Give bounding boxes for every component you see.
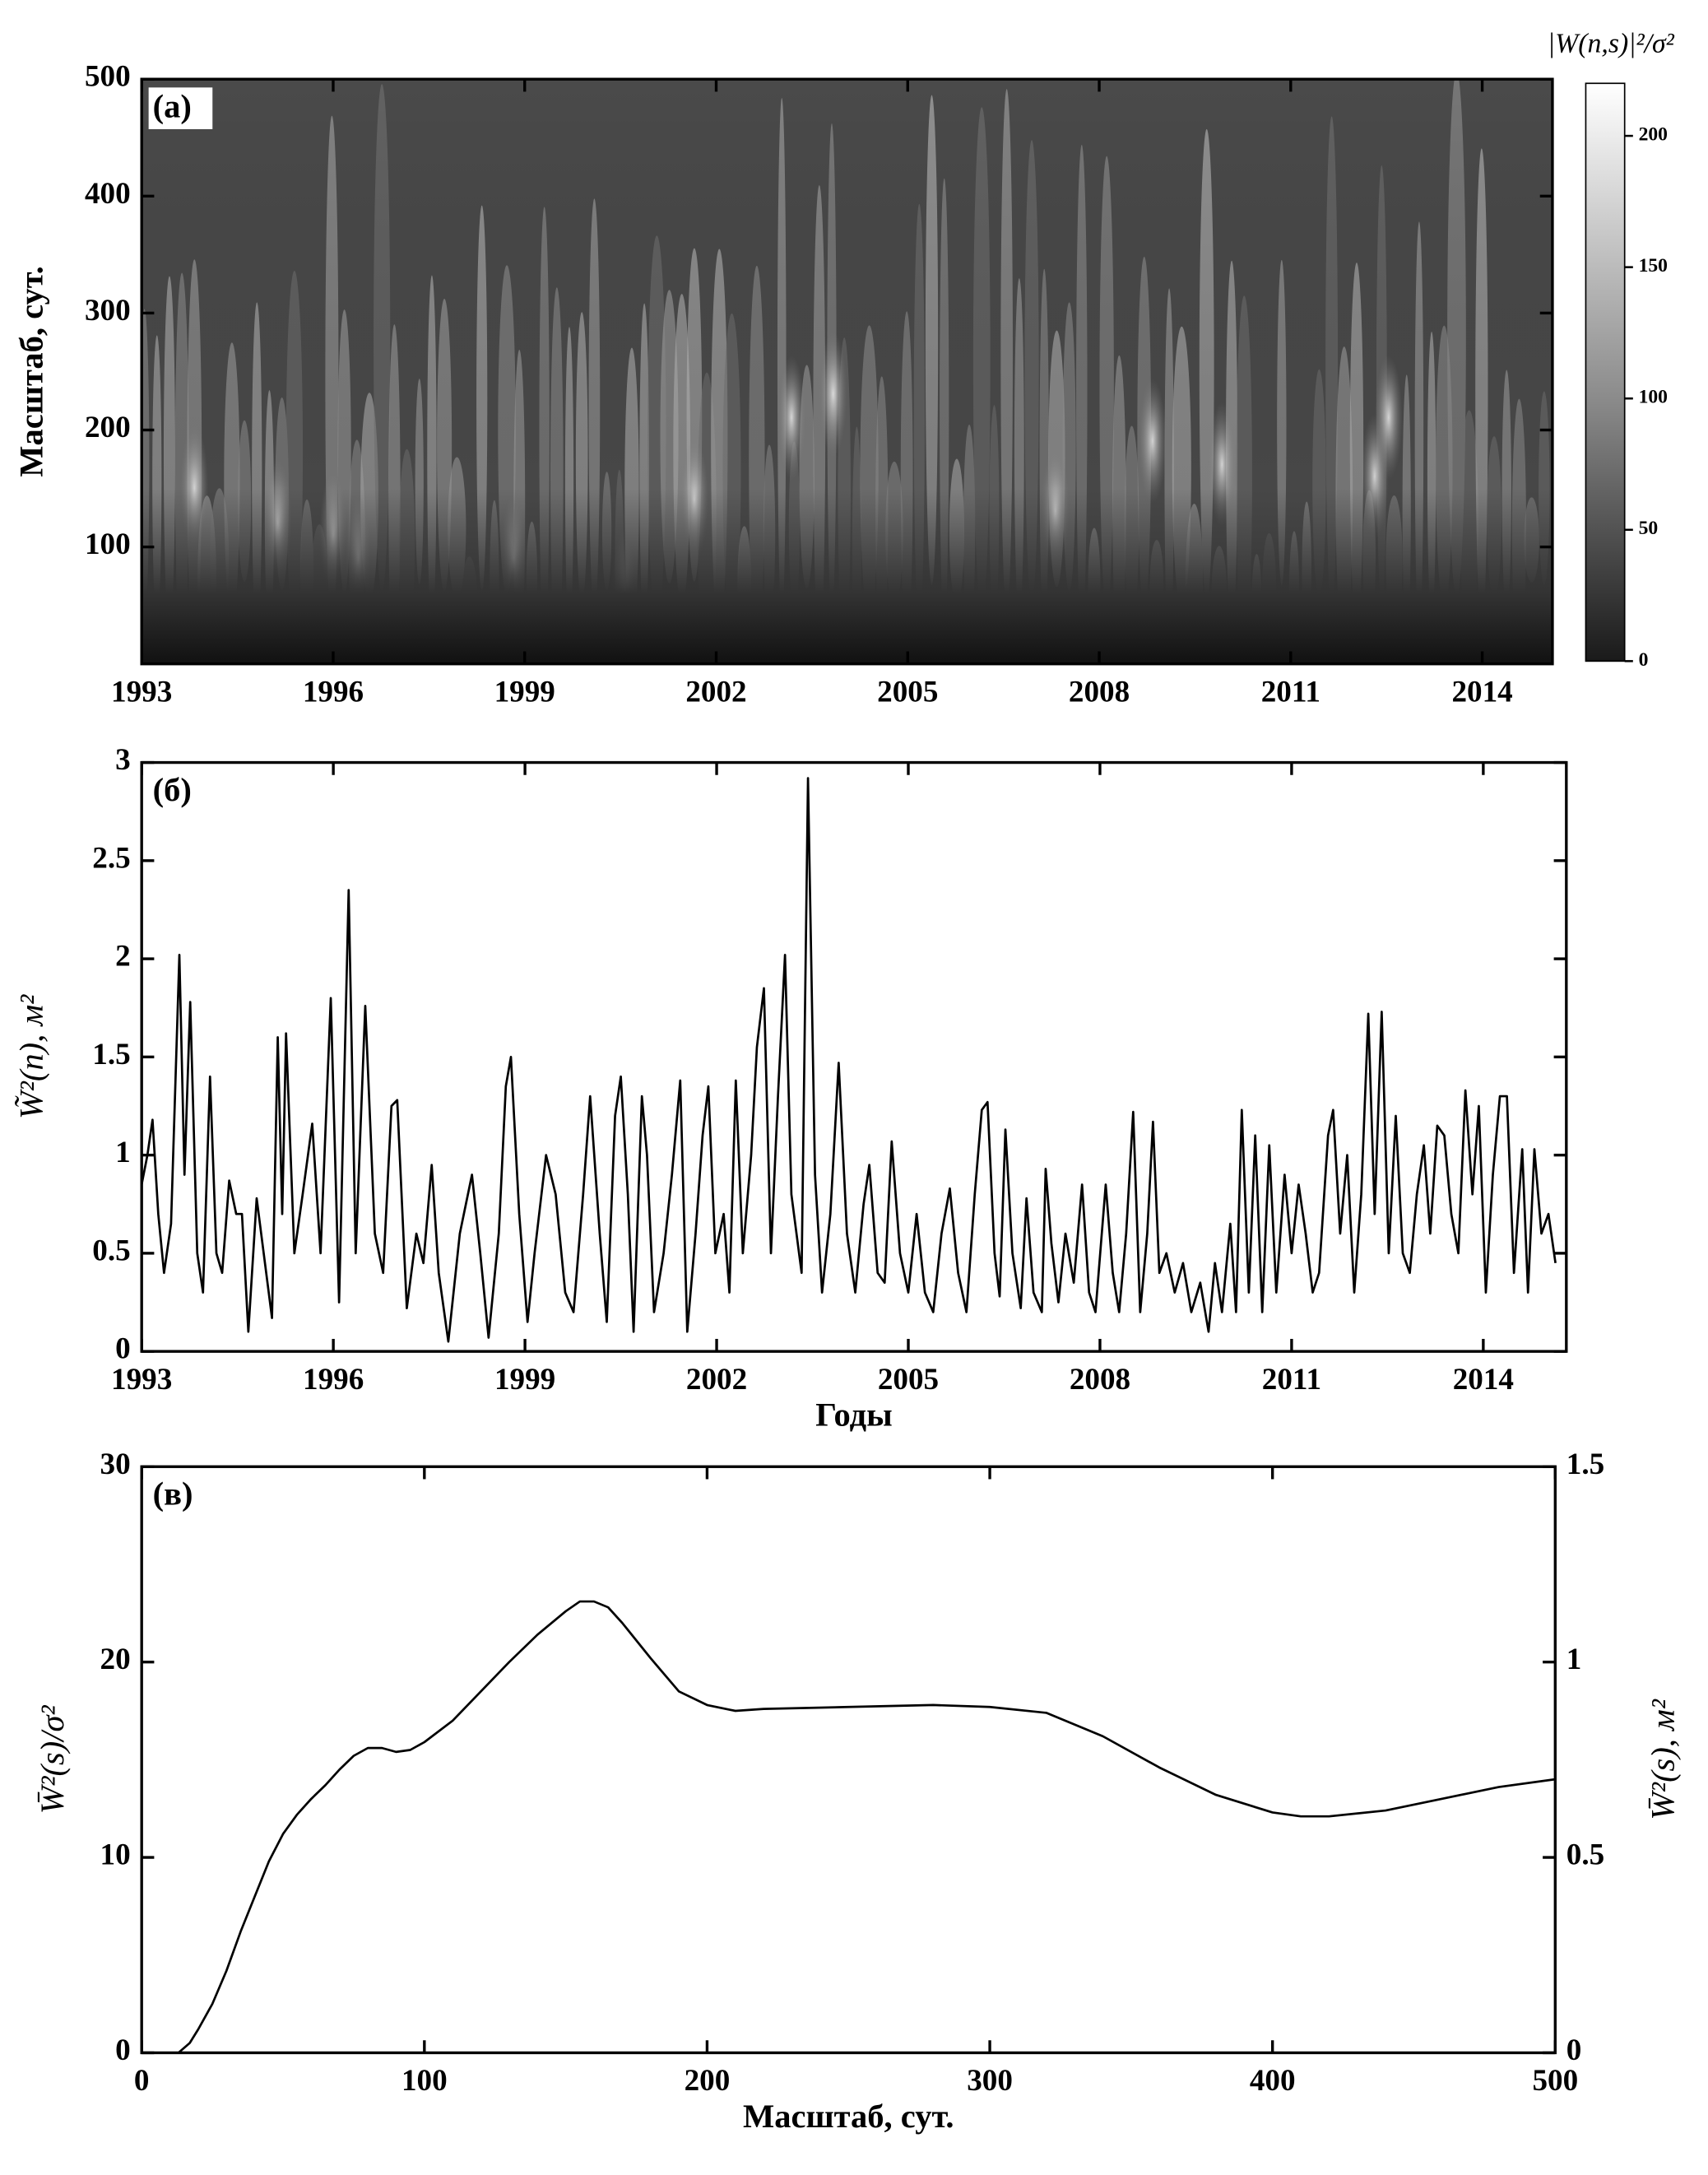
y-tick-label: 1 (115, 1136, 131, 1169)
x-tick-label: 2005 (878, 1363, 939, 1397)
x-tick-label: 1993 (111, 1363, 172, 1397)
y-axis-label: Масштаб, сут. (13, 266, 50, 476)
y-tick-label: 200 (85, 411, 131, 444)
y-tick-label: 30 (100, 1448, 131, 1481)
y-tick-label: 20 (100, 1643, 131, 1676)
y2-tick-label: 1 (1566, 1643, 1582, 1676)
y-axis-label: W̃²(n), м² (13, 994, 50, 1119)
y-tick-label: 3 (115, 743, 131, 777)
x-axis-label: Масштаб, сут. (743, 2098, 954, 2135)
x-tick-label: 100 (401, 2064, 448, 2098)
x-tick-label: 0 (134, 2064, 150, 2098)
y-tick-label: 2.5 (92, 841, 130, 875)
colorbar-tick-label: 50 (1639, 518, 1659, 539)
x-tick-label: 2005 (877, 675, 938, 709)
panel-letter: (в) (153, 1476, 193, 1513)
data-line (140, 777, 1557, 1343)
x-tick-label: 500 (1532, 2064, 1578, 2098)
x-tick-label: 2002 (686, 1363, 747, 1397)
y2-tick-label: 0.5 (1566, 1838, 1604, 1872)
y-tick-label: 0 (115, 2033, 131, 2067)
x-tick-label: 1993 (111, 675, 172, 709)
y2-tick-label: 0 (1566, 2033, 1582, 2067)
y-tick-label: 300 (85, 294, 131, 328)
x-tick-label: 2011 (1261, 675, 1320, 709)
colorbar-tick-label: 150 (1639, 255, 1668, 277)
x-tick-label: 2002 (685, 675, 746, 709)
y-tick-label: 2 (115, 940, 131, 974)
colorbar-tick-label: 200 (1639, 124, 1668, 146)
y-tick-label: 1.5 (92, 1038, 130, 1071)
data-line (177, 1600, 1556, 2054)
x-tick-label: 2008 (1069, 675, 1130, 709)
y-tick-label: 100 (85, 527, 131, 561)
x-tick-label: 2011 (1262, 1363, 1321, 1397)
panel-letter-bg (148, 87, 213, 129)
y-tick-label: 400 (85, 177, 131, 211)
y-tick-label: 500 (85, 60, 131, 94)
y-axis-label: W̄²(s)/σ² (34, 1705, 71, 1815)
y-tick-label: 10 (100, 1838, 131, 1872)
x-tick-label: 1996 (303, 1363, 364, 1397)
x-tick-label: 300 (967, 2064, 1013, 2098)
colorbar-label: |W(n,s)|²/σ² (1548, 28, 1675, 58)
x-tick-label: 1999 (494, 1363, 555, 1397)
plot-frame (140, 77, 1554, 666)
colorbar (1585, 82, 1626, 662)
colorbar-tick-label: 0 (1639, 649, 1649, 671)
y-tick-label: 0 (115, 1332, 131, 1366)
colorbar-tick-label: 100 (1639, 387, 1668, 408)
x-tick-label: 2014 (1453, 1363, 1514, 1397)
x-tick-label: 400 (1250, 2064, 1296, 2098)
x-tick-label: 2014 (1451, 675, 1512, 709)
y2-axis-label: W̄²(s), м² (1645, 1699, 1682, 1820)
panel-letter: (а) (153, 88, 192, 125)
x-tick-label: 1996 (303, 675, 364, 709)
y2-tick-label: 1.5 (1566, 1448, 1604, 1481)
plot-frame (140, 1465, 1557, 2055)
x-tick-label: 200 (685, 2064, 731, 2098)
y-tick-label: 0.5 (92, 1234, 130, 1267)
heatmap-floor (142, 79, 1553, 664)
x-tick-label: 2008 (1070, 1363, 1130, 1397)
x-tick-label: 1999 (494, 675, 555, 709)
x-axis-label: Годы (815, 1396, 892, 1433)
panel-letter: (б) (153, 771, 192, 808)
